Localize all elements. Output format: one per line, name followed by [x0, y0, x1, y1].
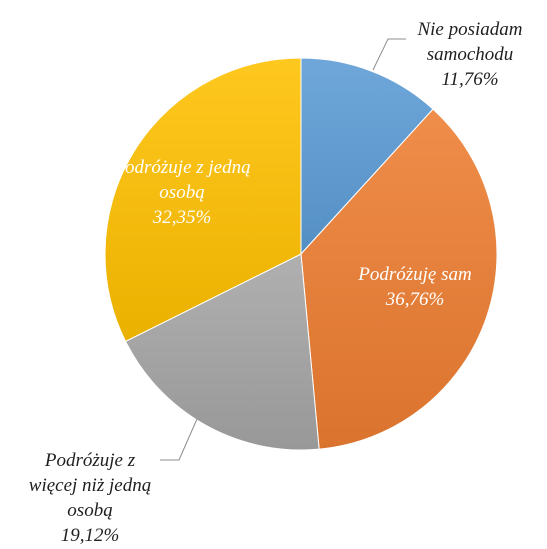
leader-line — [160, 418, 198, 461]
slice-percent-label: 11,76% — [441, 69, 498, 90]
slice-name-label: Podróżuję sam — [357, 264, 471, 285]
pie-slice — [124, 253, 320, 451]
slice-name-label: Podróżuje z jedną — [112, 157, 250, 178]
slice-percent-label: 19,12% — [61, 525, 120, 546]
slice-label: Podróżuje z jedną osobą 32,35% — [112, 157, 250, 228]
slice-name-label: osobą — [67, 500, 112, 521]
slice-name-label: samochodu — [427, 44, 514, 65]
slice-percent-label: 32,35% — [152, 207, 212, 228]
slice-label: Podróżuję sam 36,76% — [357, 264, 471, 310]
slice-percent-label: 36,76% — [385, 289, 445, 310]
pie-slice — [300, 57, 434, 256]
slice-label: Nie posiadam samochodu 11,76% — [416, 19, 522, 90]
slice-name-label: osobą — [159, 182, 204, 203]
pie-slice — [104, 57, 302, 343]
slice-label: Podróżuje z więcej niż jedną osobą 19,12% — [29, 450, 151, 546]
pie-slice — [300, 108, 498, 450]
slice-name-label: Podróżuje z — [44, 450, 136, 471]
slice-name-label: Nie posiadam — [416, 19, 522, 40]
leader-line — [372, 38, 406, 71]
slice-name-label: więcej niż jedną — [29, 475, 151, 496]
